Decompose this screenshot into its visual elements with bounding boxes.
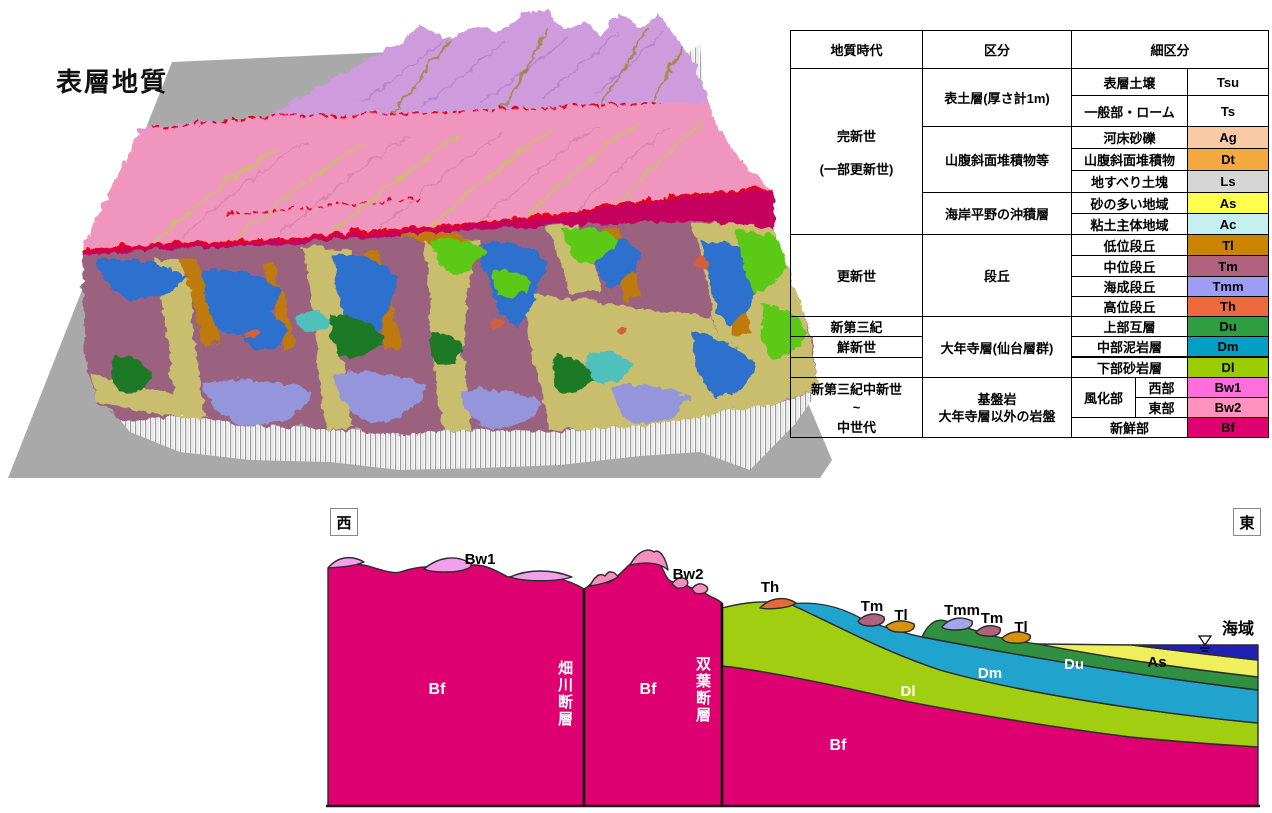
unit-fresh: 新鮮部 <box>1071 417 1188 438</box>
unit-code-swatch: As <box>1187 192 1269 214</box>
category-alluvium: 海岸平野の沖積層 <box>922 192 1072 235</box>
label-tl-1: Tl <box>894 607 907 624</box>
unit-code-swatch: Th <box>1187 296 1269 317</box>
label-bw2: Bw2 <box>673 566 704 583</box>
unit-code-swatch: Bw1 <box>1187 377 1269 398</box>
unit-code-swatch: Ts <box>1187 95 1269 127</box>
unit-name: 中位段丘 <box>1071 255 1188 277</box>
section-tl-cap-2 <box>1001 631 1031 644</box>
section-bw1-caps <box>327 556 573 582</box>
era-holocene: 完新世 (一部更新世) <box>790 68 923 235</box>
unit-code-swatch: Tsu <box>1187 68 1269 96</box>
label-bf-east: Bf <box>830 737 848 754</box>
upper-fault-line-west-segment <box>224 196 421 213</box>
header-era: 地質時代 <box>790 30 923 69</box>
zone-du-dark <box>109 312 596 392</box>
unit-code-swatch: Bw2 <box>1187 397 1269 418</box>
section-th-cap <box>759 597 797 610</box>
unit-name: 海成段丘 <box>1071 276 1188 297</box>
unit-weathered-east: 東部 <box>1135 397 1188 418</box>
lower-fault-line <box>79 186 771 250</box>
unit-weathered: 風化部 <box>1071 377 1136 418</box>
era-neogene: 新第三紀 <box>790 316 923 337</box>
label-tl-2: Tl <box>1014 619 1027 636</box>
header-subcategory: 細区分 <box>1071 30 1269 69</box>
upper-fault-line <box>149 99 661 127</box>
label-th: Th <box>761 579 779 596</box>
unit-code-swatch: Bf <box>1187 417 1269 438</box>
label-tmm: Tmm <box>944 602 980 619</box>
label-sea: 海域 <box>1222 619 1254 638</box>
section-tm-cap-1 <box>857 613 886 627</box>
category-basement: 基盤岩 大年寺層以外の岩盤 <box>922 377 1072 438</box>
label-tm-1: Tm <box>861 598 884 615</box>
label-futaba-fault: 双葉断層 <box>694 656 711 724</box>
unit-name: 地すべり土塊 <box>1071 170 1188 193</box>
unit-code-swatch: Dl <box>1187 356 1269 378</box>
west-direction-box: 西 <box>330 508 358 536</box>
band-bf-outcrop <box>80 188 772 254</box>
era-pliocene: 鮮新世 <box>790 336 923 358</box>
header-category: 区分 <box>922 30 1072 69</box>
unit-code-swatch: Ac <box>1187 213 1269 235</box>
era-empty <box>790 356 923 378</box>
zone-tmm-patches <box>200 370 688 426</box>
label-dm: Dm <box>978 665 1002 682</box>
unit-code-swatch: Tm <box>1187 255 1269 277</box>
unit-code-swatch: Tmm <box>1187 276 1269 297</box>
category-topsoil: 表土層(厚さ計1m) <box>922 68 1072 127</box>
unit-code-swatch: Ag <box>1187 126 1269 149</box>
era-basement: 新第三紀中新世 ~ 中世代 <box>790 377 923 438</box>
unit-name: 表層土壌 <box>1071 68 1188 96</box>
front-cliff <box>120 386 816 470</box>
section-tm-cap-2 <box>975 624 1002 637</box>
label-bw1: Bw1 <box>465 551 496 568</box>
unit-weathered-west: 西部 <box>1135 377 1188 398</box>
section-tmm-cap <box>941 617 973 631</box>
unit-name: 中部泥岩層 <box>1071 336 1188 358</box>
section-bf-west <box>327 563 585 807</box>
unit-name: 上部互層 <box>1071 316 1188 337</box>
label-dl: Dl <box>901 683 916 700</box>
label-hatakawa-fault: 畑川断層 <box>556 660 573 728</box>
category-slope: 山腹斜面堆積物等 <box>922 126 1072 193</box>
category-terrace: 段丘 <box>922 234 1072 317</box>
unit-code-swatch: Ls <box>1187 170 1269 193</box>
water-level-icon <box>1197 635 1213 652</box>
section-bw2-caps <box>589 549 709 595</box>
east-direction-box: 東 <box>1233 508 1261 536</box>
label-bf-middle: Bf <box>640 681 658 698</box>
unit-name: 山腹斜面堆積物 <box>1071 148 1188 171</box>
label-bf-west: Bf <box>429 681 447 698</box>
label-tm-2: Tm <box>981 610 1004 627</box>
unit-name: 河床砂礫 <box>1071 126 1188 149</box>
unit-code-swatch: Dt <box>1187 148 1269 171</box>
unit-name: 下部砂岩層 <box>1071 356 1188 378</box>
zone-th-bits <box>244 256 708 337</box>
category-dainenji: 大年寺層(仙台層群) <box>922 316 1072 378</box>
surface-geology-3d-map <box>8 8 832 478</box>
section-sea <box>1131 644 1259 661</box>
label-du: Du <box>1064 656 1084 673</box>
terrain <box>79 8 816 432</box>
unit-name: 一般部・ローム <box>1071 95 1188 127</box>
unit-name: 砂の多い地域 <box>1071 192 1188 214</box>
section-tl-cap-1 <box>885 620 915 633</box>
unit-code-swatch: Tl <box>1187 234 1269 256</box>
map-title: 表層地質 <box>56 67 169 97</box>
unit-code-swatch: Dm <box>1187 336 1269 358</box>
geology-legend-table: 地質時代 区分 細区分 完新世 (一部更新世) 表土層(厚さ計1m) 表層土壌 … <box>790 30 1269 438</box>
era-pleistocene: 更新世 <box>790 234 923 317</box>
unit-name: 低位段丘 <box>1071 234 1188 256</box>
zone-ac-patches <box>296 309 632 382</box>
unit-name: 高位段丘 <box>1071 296 1188 317</box>
unit-name: 粘土主体地域 <box>1071 213 1188 235</box>
unit-code-swatch: Du <box>1187 316 1269 337</box>
geologic-cross-section: Bw1 Bw2 Th Tm Tl Tmm Tm Tl As 海域 Du Dm D… <box>326 549 1260 808</box>
label-as: As <box>1147 654 1166 671</box>
